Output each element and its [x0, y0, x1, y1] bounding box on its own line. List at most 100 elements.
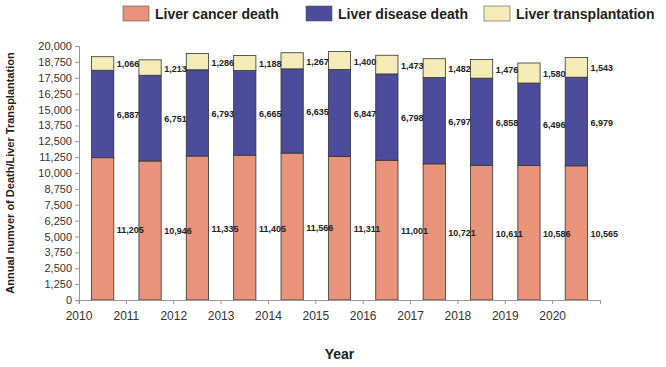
data-label: 1,286	[212, 58, 235, 68]
bar-segment	[186, 70, 208, 156]
y-tick: 20,000	[38, 40, 79, 52]
y-tick-label: 13,750	[38, 119, 72, 131]
x-tick-label: 2013	[208, 309, 235, 323]
y-tick-mark	[75, 94, 79, 95]
y-tick: 13,750	[38, 119, 79, 131]
x-tick: 2010	[66, 300, 93, 323]
data-label: 6,887	[117, 110, 140, 120]
bar-segment	[328, 69, 350, 156]
x-tick-label: 2012	[160, 309, 187, 323]
y-tick-mark	[75, 284, 79, 285]
y-tick-mark	[75, 205, 79, 206]
x-tick-label: 2018	[445, 309, 472, 323]
legend-swatch	[123, 6, 149, 21]
x-tick: 2013	[208, 300, 235, 323]
data-label: 11,311	[354, 224, 381, 234]
legend-item: Liver transplantation	[484, 6, 654, 22]
y-tick: 10,000	[38, 167, 79, 179]
data-label: 6,635	[306, 107, 329, 117]
y-tick-mark	[75, 141, 79, 142]
y-tick-label: 15,000	[38, 104, 72, 116]
bar-segment	[470, 78, 492, 165]
bar-segment	[234, 55, 256, 70]
y-axis-title: Annual numver of Death/Liver Transplanta…	[4, 52, 16, 294]
y-tick-label: 18,750	[38, 56, 72, 68]
y-tick-mark	[75, 237, 79, 238]
x-axis: 2010201120122013201420152016201720182019…	[66, 300, 601, 323]
x-tick-label: 2015	[302, 309, 329, 323]
bar-segment	[423, 78, 445, 164]
data-label: 6,858	[496, 118, 519, 128]
y-tick-label: 0	[66, 294, 72, 306]
y-tick-label: 7,500	[44, 199, 72, 211]
x-tick-label: 2020	[539, 309, 566, 323]
bar-segment	[281, 69, 303, 153]
y-tick-label: 10,000	[38, 167, 72, 179]
y-tick-label: 6,250	[44, 215, 72, 227]
data-label: 1,213	[164, 64, 187, 74]
legend: Liver cancer death Liver disease death Liv…	[123, 6, 654, 22]
x-tick: 2018	[445, 300, 472, 323]
y-tick-label: 2,500	[44, 262, 72, 274]
x-tick-mark	[505, 300, 506, 304]
bars	[92, 52, 588, 300]
y-tick-mark	[75, 125, 79, 126]
y-tick-label: 3,750	[44, 246, 72, 258]
bar-segment	[518, 83, 540, 165]
data-label: 1,267	[306, 57, 329, 67]
x-tick: 2011	[113, 300, 139, 323]
x-tick-label: 2019	[492, 309, 519, 323]
y-tick: 3,750	[44, 246, 79, 258]
data-label: 11,335	[212, 224, 239, 234]
y-tick: 0	[66, 294, 79, 306]
y-tick-mark	[75, 62, 79, 63]
plot-area: 01,2502,5003,7505,0006,2507,5008,75010,0…	[38, 40, 618, 323]
data-label: 11,205	[117, 225, 144, 235]
data-label: 6,798	[401, 113, 424, 123]
x-tick-mark	[363, 300, 364, 304]
legend-label: Liver disease death	[338, 6, 468, 22]
x-axis-title: Year	[325, 346, 355, 362]
x-tick-mark	[79, 300, 80, 304]
x-tick-label: 2017	[397, 309, 424, 323]
bar-segment	[92, 158, 114, 300]
x-tick-mark	[315, 300, 316, 304]
x-tick-mark	[126, 300, 127, 304]
data-label: 10,721	[448, 228, 476, 238]
bar-segment	[328, 52, 350, 70]
data-label: 6,751	[164, 114, 187, 124]
x-tick: 2012	[160, 300, 187, 323]
legend-label: Liver transplantation	[516, 6, 654, 22]
y-tick-label: 20,000	[38, 40, 72, 52]
y-tick: 18,750	[38, 56, 79, 68]
bar-segment	[139, 60, 161, 75]
y-tick: 1,250	[44, 278, 79, 290]
data-label: 1,066	[117, 59, 140, 69]
x-axis-line	[80, 301, 601, 305]
data-label: 11,001	[401, 226, 428, 236]
x-tick-mark	[552, 300, 553, 304]
x-tick-mark	[410, 300, 411, 304]
data-label: 1,580	[543, 69, 566, 79]
y-tick-mark	[75, 221, 79, 222]
data-label: 11,566	[306, 223, 333, 233]
y-tick-mark	[75, 46, 79, 47]
y-tick-mark	[75, 173, 79, 174]
data-label: 6,797	[448, 117, 471, 127]
y-axis-line	[75, 47, 80, 301]
x-tick: 2020	[539, 300, 566, 323]
legend-item: Liver disease death	[306, 6, 468, 22]
data-label: 1,473	[401, 61, 424, 71]
y-tick-label: 5,000	[44, 231, 72, 243]
y-tick-label: 1,250	[44, 278, 72, 290]
bar-segment	[139, 75, 161, 161]
y-tick-label: 11,250	[39, 151, 72, 163]
legend-label: Liver cancer death	[155, 6, 279, 22]
y-tick: 6,250	[44, 215, 79, 227]
data-label: 11,405	[259, 224, 286, 234]
data-label: 6,665	[259, 109, 282, 119]
x-tick: 2014	[255, 300, 282, 323]
data-label: 6,793	[212, 109, 235, 119]
y-tick-label: 17,500	[38, 72, 72, 84]
data-labels: 11,20510,94611,33511,40511,56611,31111,0…	[117, 57, 618, 239]
